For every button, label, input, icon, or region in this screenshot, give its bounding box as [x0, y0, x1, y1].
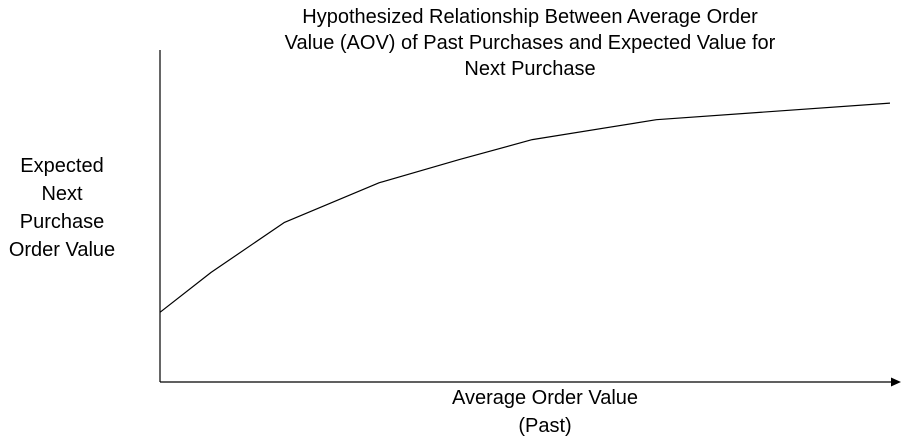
x-axis-arrowhead	[891, 378, 901, 387]
series-line-1	[160, 103, 890, 312]
